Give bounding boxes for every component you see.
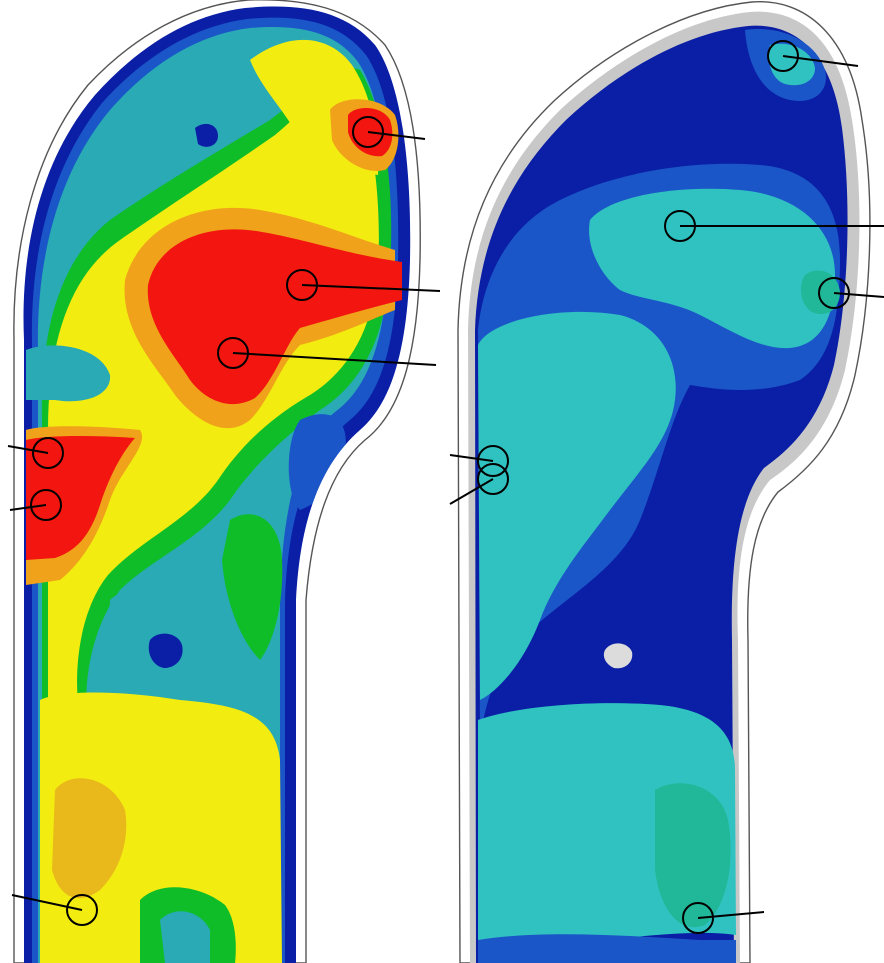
left-zone-cool-medial: [26, 345, 111, 402]
left-zone-green-arch: [222, 514, 283, 660]
right-leader-medial-upper: [449, 454, 494, 462]
right-zone-toe-teal: [768, 43, 815, 86]
right-sensor-toe: [767, 40, 799, 72]
right-leader-heel: [697, 911, 765, 919]
left-zone-cool-lateral: [288, 414, 346, 510]
left-sensor-heel: [66, 894, 98, 926]
right-foot-map: [449, 1, 884, 963]
right-sensor-markers: [449, 40, 884, 934]
right-zone-arch-gap: [603, 643, 633, 669]
left-foot-map: [7, 0, 441, 963]
right-sensor-medial-upper: [477, 445, 509, 477]
right-leader-medial-lower: [449, 478, 494, 505]
left-leader-medial-lower: [9, 504, 47, 511]
right-zone-forefoot-teal: [589, 188, 835, 349]
right-zone-medial-teal: [478, 311, 676, 700]
right-zone-heel-bottom: [478, 934, 736, 963]
left-foot-outline: [13, 0, 421, 963]
left-zone-red-forefoot: [147, 229, 402, 405]
left-zone-cool-toe: [195, 123, 218, 147]
left-zone-cool-heel: [160, 911, 210, 963]
left-sensor-toe: [352, 116, 384, 148]
left-sensor-medial-lower: [30, 489, 62, 521]
right-sensor-heel: [682, 902, 714, 934]
left-zone-cool-arch-core: [148, 633, 183, 668]
right-zone-forefoot-green: [800, 270, 840, 314]
right-leader-toe: [782, 55, 859, 67]
right-sensor-forefoot-lateral: [818, 277, 850, 309]
left-leader-heel: [11, 894, 83, 911]
right-leader-forefoot-lateral: [833, 292, 884, 298]
right-zone-heel-green: [655, 783, 731, 928]
left-leader-forefoot-central: [232, 352, 437, 366]
left-sensor-medial-upper: [32, 437, 64, 469]
left-sensor-markers: [7, 116, 441, 926]
left-leader-medial-upper: [7, 445, 49, 454]
right-sensor-medial-lower: [477, 463, 509, 495]
left-leader-toe: [367, 131, 426, 140]
left-leader-forefoot-lateral: [301, 284, 441, 292]
left-zone-yellow-heel: [40, 692, 282, 963]
left-zone-orange-heel: [52, 778, 127, 899]
